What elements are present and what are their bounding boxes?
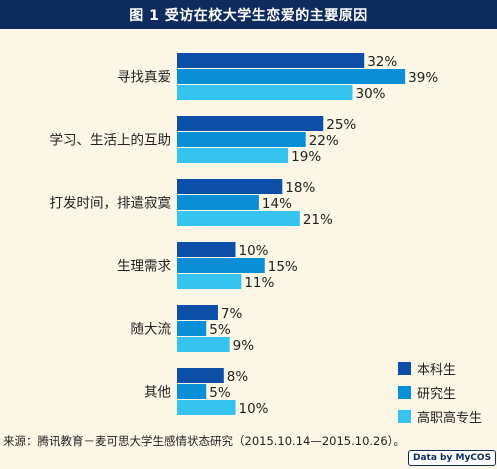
legend-label-vocational: 高职高专生 <box>417 410 483 426</box>
bar-follow-crowd-undergrad <box>177 305 218 320</box>
value-label-follow-crowd-vocational: 9% <box>233 338 255 354</box>
category-label-follow-crowd: 随大流 <box>131 322 172 338</box>
value-label-kill-time-vocational: 21% <box>303 212 333 228</box>
legend-item-graduate: 研究生 <box>398 380 482 404</box>
value-label-other-undergrad: 8% <box>227 369 249 385</box>
chart-title: 图 1 受访在校大学生恋爱的主要原因 <box>0 0 497 29</box>
bar-follow-crowd-graduate <box>177 321 207 336</box>
bar-other-undergrad <box>177 368 224 383</box>
value-label-true-love-graduate: 39% <box>408 70 438 86</box>
data-badge: Data by MyCOS <box>408 450 497 466</box>
bar-true-love-vocational <box>177 85 353 100</box>
value-label-physical-need-graduate: 15% <box>268 259 298 275</box>
bar-mutual-help-vocational <box>177 148 289 163</box>
bar-mutual-help-graduate <box>177 132 306 147</box>
legend-label-undergrad: 本科生 <box>417 362 457 378</box>
value-label-other-graduate: 5% <box>209 385 231 401</box>
bar-physical-need-undergrad <box>177 242 236 257</box>
legend-swatch-undergrad <box>398 361 411 375</box>
legend-swatch-graduate <box>398 385 411 399</box>
legend-label-graduate: 研究生 <box>417 386 457 402</box>
bar-true-love-graduate <box>177 69 406 84</box>
value-label-mutual-help-graduate: 22% <box>309 133 339 149</box>
legend-item-undergrad: 本科生 <box>398 356 482 380</box>
bar-other-graduate <box>177 384 207 399</box>
value-label-kill-time-undergrad: 18% <box>285 180 315 196</box>
value-label-true-love-vocational: 30% <box>356 86 386 102</box>
value-label-mutual-help-undergrad: 25% <box>326 117 356 133</box>
bar-kill-time-graduate <box>177 195 259 210</box>
bar-mutual-help-undergrad <box>177 116 324 131</box>
value-label-physical-need-vocational: 11% <box>244 275 274 291</box>
value-label-mutual-help-vocational: 19% <box>291 149 321 165</box>
legend: 本科生 研究生 高职高专生 <box>398 356 482 428</box>
bar-kill-time-vocational <box>177 211 300 226</box>
bar-follow-crowd-vocational <box>177 337 230 352</box>
legend-swatch-vocational <box>398 409 411 423</box>
category-label-mutual-help: 学习、生活上的互助 <box>50 133 172 149</box>
bar-physical-need-vocational <box>177 274 242 289</box>
bar-physical-need-graduate <box>177 258 265 273</box>
bar-true-love-undergrad <box>177 53 365 68</box>
value-label-physical-need-undergrad: 10% <box>239 243 269 259</box>
chart-plot: 寻找真爱 32% 39% 30% 学习、生活上的互助 25%22%19% 打发时间，排遣寂寞… <box>50 53 438 417</box>
value-label-other-vocational: 10% <box>239 401 269 417</box>
value-label-kill-time-graduate: 14% <box>262 196 292 212</box>
source-note: 来源：腾讯教育－麦可思大学生感情状态研究（2015.10.14—2015.10.… <box>3 434 405 448</box>
value-label-follow-crowd-graduate: 5% <box>209 322 231 338</box>
value-label-follow-crowd-undergrad: 7% <box>221 306 243 322</box>
bar-kill-time-undergrad <box>177 179 283 194</box>
category-label-true-love: 寻找真爱 <box>117 70 171 86</box>
bar-other-vocational <box>177 400 236 415</box>
category-label-kill-time: 打发时间，排遣寂寞 <box>50 195 172 212</box>
value-label-true-love-undergrad: 32% <box>367 54 397 70</box>
category-label-other: 其他 <box>144 385 171 401</box>
category-label-physical-need: 生理需求 <box>117 259 171 275</box>
legend-item-vocational: 高职高专生 <box>398 404 482 428</box>
